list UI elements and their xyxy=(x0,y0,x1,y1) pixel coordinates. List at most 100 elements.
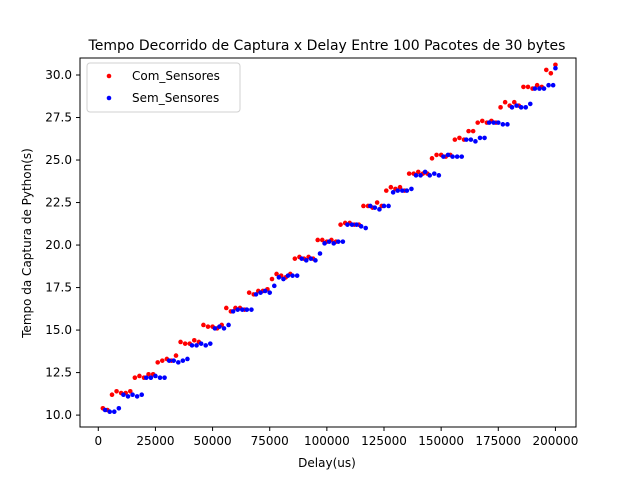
y-tick-label: 30.0 xyxy=(45,68,72,82)
y-tick-label: 22.5 xyxy=(45,196,72,210)
point-sem-sensores xyxy=(281,276,286,282)
y-tick-label: 20.0 xyxy=(45,238,72,252)
point-com-sensores xyxy=(397,184,403,190)
point-sem-sensores xyxy=(473,139,478,144)
point-com-sensores xyxy=(191,337,197,343)
point-sem-sensores xyxy=(550,82,556,88)
point-sem-sensores xyxy=(203,343,209,348)
point-sem-sensores xyxy=(436,173,442,178)
point-sem-sensores xyxy=(345,222,350,227)
point-sem-sensores xyxy=(354,222,359,227)
point-sem-sensores xyxy=(290,273,295,278)
point-sem-sensores xyxy=(553,65,558,71)
point-sem-sensores xyxy=(180,358,186,363)
point-sem-sensores xyxy=(194,343,199,348)
y-tick-label: 25.0 xyxy=(45,153,72,167)
point-sem-sensores xyxy=(500,122,506,127)
point-com-sensores xyxy=(475,120,481,125)
point-sem-sensores xyxy=(189,343,195,348)
x-tick-label: 100000 xyxy=(304,434,350,448)
x-tick-label: 200000 xyxy=(533,434,579,448)
point-sem-sensores xyxy=(482,135,487,141)
point-sem-sensores xyxy=(258,290,263,295)
y-axis-label: Tempo da Captura de Python(s) xyxy=(20,148,34,339)
point-sem-sensores xyxy=(262,288,268,294)
point-sem-sensores xyxy=(207,341,213,346)
point-sem-sensores xyxy=(427,173,433,178)
point-com-sensores xyxy=(457,135,462,141)
y-tick-label: 15.0 xyxy=(45,323,72,337)
point-sem-sensores xyxy=(395,188,401,193)
point-sem-sensores xyxy=(166,358,172,363)
point-sem-sensores xyxy=(271,283,277,289)
point-sem-sensores xyxy=(230,309,236,314)
point-sem-sensores xyxy=(102,407,108,413)
point-com-sensores xyxy=(525,84,531,90)
point-sem-sensores xyxy=(527,101,533,107)
point-sem-sensores xyxy=(303,258,309,263)
point-sem-sensores xyxy=(253,292,259,297)
point-com-sensores xyxy=(521,84,526,90)
point-sem-sensores xyxy=(130,392,135,397)
point-sem-sensores xyxy=(386,203,391,209)
x-tick-label: 150000 xyxy=(418,434,464,448)
x-axis-label: Delay(us) xyxy=(298,456,356,470)
point-com-sensores xyxy=(502,99,508,105)
point-sem-sensores xyxy=(505,122,510,127)
plot-frame xyxy=(79,57,577,428)
point-sem-sensores xyxy=(340,239,346,244)
point-com-sensores xyxy=(406,171,412,176)
point-sem-sensores xyxy=(121,392,126,397)
point-sem-sensores xyxy=(441,154,446,159)
point-com-sensores xyxy=(374,200,380,205)
point-sem-sensores xyxy=(249,307,254,312)
point-sem-sensores xyxy=(111,409,117,414)
point-com-sensores xyxy=(466,128,471,134)
point-com-sensores xyxy=(548,71,554,76)
point-sem-sensores xyxy=(217,324,222,329)
point-sem-sensores xyxy=(431,171,437,176)
legend-marker-com-sensores xyxy=(106,73,112,79)
point-sem-sensores xyxy=(212,326,218,331)
point-sem-sensores xyxy=(367,203,373,209)
point-com-sensores xyxy=(146,371,151,377)
point-sem-sensores xyxy=(285,273,291,278)
point-sem-sensores xyxy=(422,169,428,175)
point-com-sensores xyxy=(553,62,558,68)
point-sem-sensores xyxy=(162,375,167,380)
point-sem-sensores xyxy=(171,358,177,363)
legend-label-com-sensores: Com_Sensores xyxy=(132,69,220,83)
point-sem-sensores xyxy=(125,394,131,399)
point-com-sensores xyxy=(132,375,138,380)
point-sem-sensores xyxy=(107,409,113,414)
point-com-sensores xyxy=(429,156,435,161)
legend-marker-sem-sensores xyxy=(106,95,112,101)
point-sem-sensores xyxy=(363,225,369,231)
point-sem-sensores xyxy=(532,86,538,91)
point-sem-sensores xyxy=(349,222,355,227)
point-sem-sensores xyxy=(244,307,250,312)
point-sem-sensores xyxy=(390,190,396,195)
point-sem-sensores xyxy=(175,360,181,365)
point-com-sensores xyxy=(388,184,394,190)
x-tick-label: 175000 xyxy=(475,434,521,448)
point-sem-sensores xyxy=(134,394,140,399)
point-sem-sensores xyxy=(409,186,414,192)
point-sem-sensores xyxy=(299,256,305,261)
chart-title: Tempo Decorrido de Captura x Delay Entre… xyxy=(88,38,566,54)
point-sem-sensores xyxy=(418,173,423,178)
point-sem-sensores xyxy=(198,341,204,346)
point-sem-sensores xyxy=(294,273,300,278)
point-sem-sensores xyxy=(491,120,497,125)
point-sem-sensores xyxy=(399,188,405,193)
point-com-sensores xyxy=(223,305,229,311)
point-sem-sensores xyxy=(322,241,327,246)
point-com-sensores xyxy=(511,99,517,105)
point-sem-sensores xyxy=(541,86,547,91)
point-sem-sensores xyxy=(221,326,227,331)
data-points xyxy=(100,62,558,414)
point-com-sensores xyxy=(543,67,549,73)
x-tick-label: 125000 xyxy=(361,434,407,448)
point-sem-sensores xyxy=(185,356,190,362)
